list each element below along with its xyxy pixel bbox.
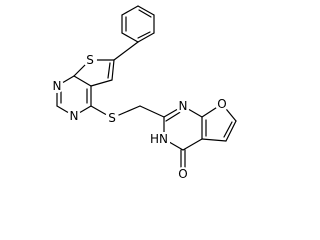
atom-label: S	[108, 111, 116, 125]
atom-label: S	[86, 53, 94, 67]
atom-label: N	[179, 99, 188, 113]
atom-labels: S N N S N HN O O	[50, 53, 229, 181]
atom-label: N	[70, 109, 79, 123]
atom-label: HN	[150, 132, 168, 146]
atom-label: N	[53, 79, 62, 93]
molecule-diagram: S N N S N HN O O	[50, 5, 237, 181]
bonds	[56, 5, 237, 173]
atom-label: O	[217, 97, 226, 111]
atom-label: O	[178, 167, 187, 181]
